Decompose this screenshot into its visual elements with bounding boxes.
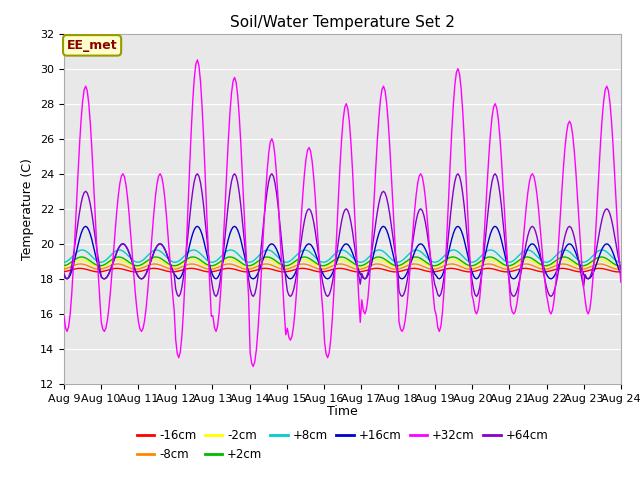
+64cm <box>193 171 201 177</box>
+64cm <box>510 293 518 299</box>
-8cm <box>226 261 234 267</box>
+8cm <box>254 254 262 260</box>
-16cm <box>589 266 596 272</box>
-2cm <box>254 260 262 265</box>
-2cm <box>616 264 623 269</box>
+2cm <box>60 263 68 268</box>
+8cm <box>60 259 68 265</box>
+16cm <box>617 271 625 277</box>
+8cm <box>589 253 596 259</box>
-16cm <box>257 266 265 272</box>
+64cm <box>305 206 313 212</box>
-8cm <box>589 263 596 269</box>
+32cm <box>228 90 236 96</box>
Legend: -16cm, -8cm, -2cm, +2cm, +8cm, +16cm, +32cm, +64cm: -16cm, -8cm, -2cm, +2cm, +8cm, +16cm, +3… <box>132 424 553 466</box>
Line: +32cm: +32cm <box>64 60 621 366</box>
+2cm <box>129 262 136 267</box>
-8cm <box>392 266 400 272</box>
+64cm <box>617 266 625 272</box>
+64cm <box>246 286 254 292</box>
-8cm <box>617 266 625 272</box>
-8cm <box>129 266 136 272</box>
+32cm <box>246 349 254 355</box>
Title: Soil/Water Temperature Set 2: Soil/Water Temperature Set 2 <box>230 15 455 30</box>
-2cm <box>586 261 594 267</box>
+2cm <box>263 254 271 260</box>
-2cm <box>226 257 234 263</box>
-16cm <box>60 269 68 275</box>
Line: -16cm: -16cm <box>64 268 621 272</box>
Line: -8cm: -8cm <box>64 264 621 269</box>
+32cm <box>617 279 625 285</box>
+16cm <box>248 276 255 281</box>
+16cm <box>60 273 68 278</box>
-2cm <box>60 264 68 269</box>
-2cm <box>596 257 604 263</box>
+8cm <box>129 257 136 263</box>
-8cm <box>254 263 262 269</box>
-16cm <box>188 265 195 271</box>
+32cm <box>129 252 136 257</box>
+8cm <box>303 248 311 253</box>
-16cm <box>248 268 255 274</box>
+2cm <box>617 263 625 268</box>
-8cm <box>244 266 252 272</box>
+8cm <box>244 259 252 265</box>
-2cm <box>303 257 311 263</box>
+2cm <box>246 263 254 268</box>
+2cm <box>226 254 234 260</box>
+64cm <box>228 179 236 184</box>
+64cm <box>589 265 596 271</box>
-2cm <box>129 263 136 269</box>
+32cm <box>193 57 201 63</box>
+2cm <box>307 256 314 262</box>
+16cm <box>257 263 265 268</box>
+8cm <box>468 259 476 265</box>
Text: EE_met: EE_met <box>67 39 117 52</box>
-2cm <box>617 264 625 269</box>
Y-axis label: Temperature (C): Temperature (C) <box>22 158 35 260</box>
+32cm <box>250 363 257 369</box>
+2cm <box>255 257 263 263</box>
+64cm <box>129 259 136 264</box>
+8cm <box>617 259 625 265</box>
Line: +2cm: +2cm <box>64 257 621 266</box>
-8cm <box>303 262 311 267</box>
+16cm <box>229 224 237 230</box>
-16cm <box>169 269 177 275</box>
+2cm <box>589 258 596 264</box>
+64cm <box>255 262 263 267</box>
-16cm <box>307 267 314 273</box>
+16cm <box>589 271 596 276</box>
+16cm <box>131 267 139 273</box>
-2cm <box>244 264 252 269</box>
+16cm <box>307 241 314 247</box>
+16cm <box>82 224 90 229</box>
-8cm <box>60 266 68 272</box>
-16cm <box>129 269 136 275</box>
+32cm <box>589 276 596 282</box>
+2cm <box>244 263 252 269</box>
Line: +64cm: +64cm <box>64 174 621 296</box>
+32cm <box>307 148 314 154</box>
+64cm <box>60 271 68 276</box>
+8cm <box>449 247 457 253</box>
+32cm <box>257 277 265 283</box>
X-axis label: Time: Time <box>327 405 358 418</box>
+8cm <box>226 247 234 253</box>
-8cm <box>374 261 381 267</box>
-16cm <box>229 266 237 272</box>
+32cm <box>60 313 68 319</box>
Line: +16cm: +16cm <box>64 227 621 279</box>
+16cm <box>100 276 108 282</box>
Line: +8cm: +8cm <box>64 250 621 262</box>
Line: -2cm: -2cm <box>64 260 621 266</box>
-16cm <box>617 269 625 275</box>
